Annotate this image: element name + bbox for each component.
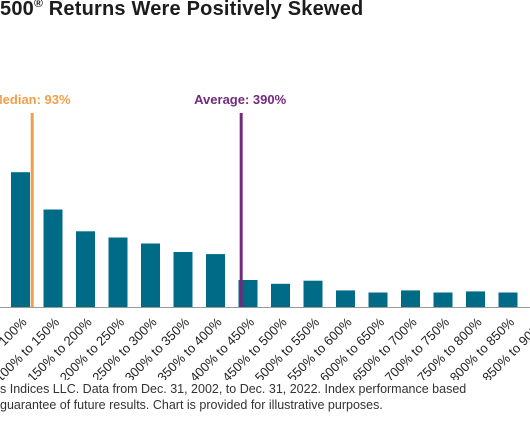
bar [466,291,485,307]
chart-title: 500® Returns Were Positively Skewed [0,0,364,20]
bar [43,209,63,307]
bar [206,254,225,307]
bar [303,280,323,307]
bar [368,292,388,307]
bar [271,283,290,307]
footnote-source: s Indices LLC. Data from Dec. 31, 2002, … [0,382,467,396]
bar [11,172,30,307]
bar [401,290,420,307]
bar [173,252,193,307]
footnote-disclaimer: guarantee of future results. Chart is pr… [0,398,383,412]
bar [433,292,453,307]
bar [238,280,258,307]
bar [336,290,355,307]
bar [108,237,128,307]
median-marker-label: Median: 93% [0,92,71,107]
average-marker-label: Average: 390% [194,92,286,107]
bar [498,292,518,307]
bar [141,243,160,307]
skew-bar-chart: 0% to 50%50% to 100%100% to 150%150% to … [0,92,530,380]
bar [76,231,95,307]
